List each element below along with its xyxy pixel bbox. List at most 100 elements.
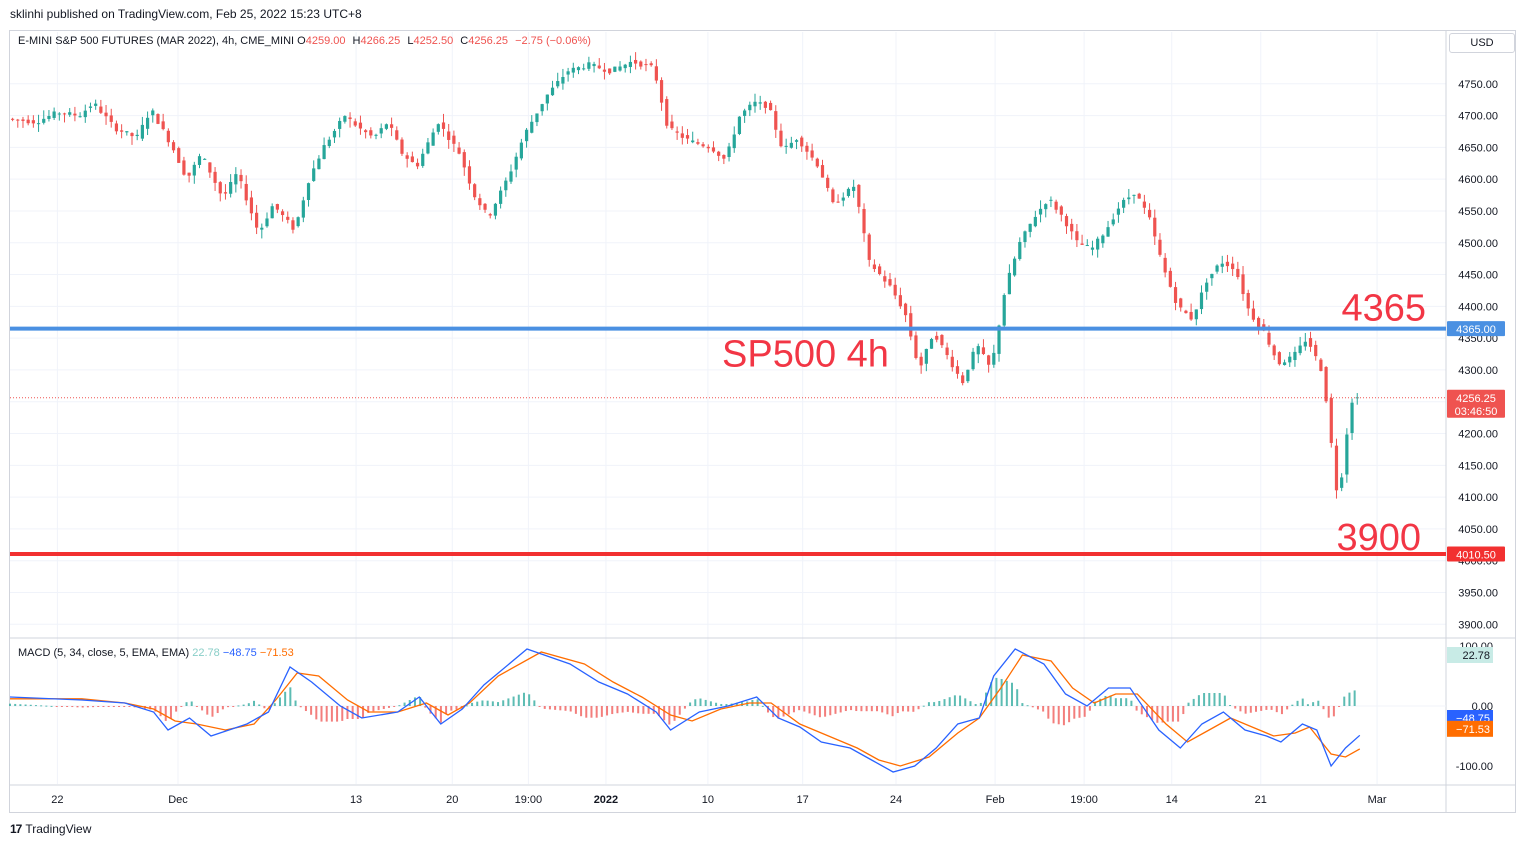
candle: [327, 136, 331, 149]
macd-histogram-bar: [1161, 706, 1164, 723]
macd-histogram-bar: [881, 706, 884, 713]
candle: [935, 331, 939, 343]
candle: [270, 203, 274, 219]
macd-histogram-bar: [445, 706, 448, 715]
candle: [768, 100, 773, 111]
macd-histogram-bar: [1182, 706, 1185, 715]
macd-line: [9, 648, 1361, 773]
macd-histogram-bar: [1348, 692, 1351, 706]
candle: [914, 331, 918, 360]
candle: [644, 58, 648, 72]
candle: [722, 154, 726, 165]
svg-text:4365.00: 4365.00: [1456, 324, 1496, 336]
candle: [260, 223, 264, 239]
macd-histogram-bar: [419, 697, 422, 706]
macd-histogram-bar: [1073, 706, 1076, 719]
candle: [120, 124, 124, 139]
candle: [696, 138, 700, 146]
level-tag-high: 4365.00: [1447, 321, 1505, 337]
candle: [540, 103, 544, 116]
candle: [203, 158, 207, 160]
macd-histogram-bar: [398, 705, 401, 707]
candle: [961, 372, 965, 386]
candle: [665, 96, 669, 129]
candle: [21, 116, 25, 128]
macd-histogram-bar: [1343, 696, 1346, 706]
price-tick-label: 4600.00: [1458, 174, 1498, 186]
candle: [473, 183, 477, 201]
macd-histogram-bar: [922, 705, 925, 707]
macd-histogram-bar: [1270, 706, 1273, 710]
candle: [280, 209, 285, 222]
candle: [1075, 224, 1079, 248]
candle: [234, 167, 238, 193]
candle: [312, 160, 316, 182]
svg-text:4256.25: 4256.25: [1456, 393, 1496, 405]
macd-histogram-bar: [1130, 700, 1133, 706]
candle: [1324, 366, 1328, 404]
macd-histogram-bar: [164, 706, 167, 721]
candle: [800, 135, 804, 152]
candle: [73, 106, 77, 122]
candle: [104, 105, 108, 125]
macd-histogram-bar: [1218, 693, 1221, 706]
candle: [400, 137, 404, 156]
macd-histogram-bar: [434, 706, 437, 719]
candle: [31, 115, 35, 128]
candle: [452, 130, 456, 152]
svg-text:03:46:50: 03:46:50: [1455, 406, 1498, 418]
candle: [592, 61, 596, 73]
candle: [701, 142, 705, 148]
macd-histogram-bar: [979, 702, 982, 706]
macd-histogram-bar: [896, 706, 899, 714]
macd-histogram-bar: [803, 706, 806, 712]
macd-histogram-bar: [1332, 706, 1335, 717]
open-value: 4259.00: [305, 35, 346, 47]
macd-histogram-bar: [273, 703, 276, 706]
currency-button[interactable]: USD: [1449, 33, 1515, 53]
candle: [981, 339, 986, 356]
candle: [364, 129, 368, 139]
price-tick-label: 4200.00: [1458, 429, 1498, 441]
candle: [883, 270, 887, 288]
candle: [509, 164, 513, 184]
candle: [99, 99, 103, 114]
candle: [675, 126, 679, 140]
macd-histogram-bar: [818, 706, 821, 718]
candle: [997, 324, 1001, 362]
macd-histogram-bar: [974, 704, 977, 706]
price-tick-label: 3900.00: [1458, 619, 1498, 631]
macd-histogram-bar: [9, 703, 11, 706]
macd-histogram-bar: [782, 706, 785, 717]
candle: [488, 212, 492, 219]
svg-text:−71.53: −71.53: [1456, 724, 1490, 736]
candle: [966, 369, 970, 384]
macd-histogram-bar: [19, 704, 22, 706]
macd-histogram-bar: [1260, 706, 1263, 711]
candle: [504, 177, 508, 197]
price-tick-label: 4150.00: [1458, 460, 1498, 472]
macd-histogram-bar: [128, 706, 131, 707]
candle: [151, 108, 155, 123]
candle: [597, 58, 601, 70]
macd-histogram-bar: [491, 701, 494, 706]
macd-histogram-bar: [663, 706, 666, 721]
macd-histogram-bar: [497, 702, 500, 706]
candle: [1288, 351, 1292, 367]
macd-histogram-bar: [798, 706, 801, 711]
candle: [447, 123, 451, 149]
time-tick-label: 22: [51, 794, 63, 806]
candle: [62, 112, 67, 123]
candle: [670, 114, 674, 131]
macd-histogram-bar: [844, 706, 847, 712]
candle: [384, 123, 388, 131]
candle: [431, 128, 435, 146]
macd-histogram-bar: [424, 706, 427, 708]
candle: [691, 131, 695, 144]
macd-histogram-bar: [216, 706, 219, 714]
macd-tick-label: -100.00: [1456, 761, 1493, 773]
candle: [1282, 359, 1287, 366]
candle: [410, 151, 414, 163]
candle: [1137, 192, 1141, 199]
